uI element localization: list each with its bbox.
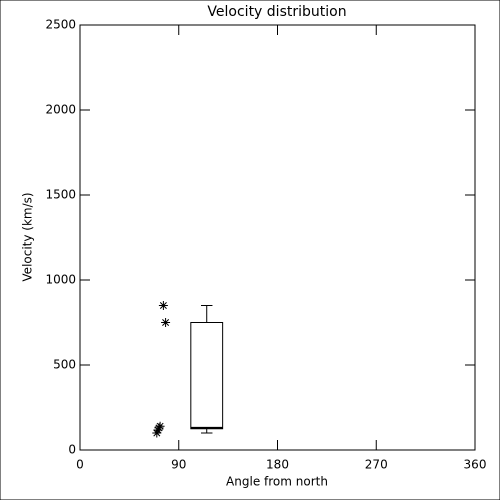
y-tick-label: 2000 bbox=[45, 103, 76, 117]
y-tick-label: 500 bbox=[53, 358, 76, 372]
x-tick-label: 0 bbox=[76, 458, 84, 472]
x-tick-label: 90 bbox=[171, 458, 186, 472]
x-tick-label: 270 bbox=[365, 458, 388, 472]
x-axis-label: Angle from north bbox=[226, 475, 328, 489]
asterisk-point bbox=[152, 428, 162, 438]
asterisk-point bbox=[158, 301, 168, 310]
x-tick-label: 180 bbox=[266, 458, 289, 472]
asterisk-point bbox=[153, 425, 163, 435]
y-tick-label: 2500 bbox=[45, 18, 76, 32]
y-axis-label: Velocity (km/s) bbox=[21, 192, 35, 281]
asterisk-point bbox=[155, 421, 165, 431]
y-tick-label: 1500 bbox=[45, 188, 76, 202]
asterisk-point bbox=[161, 318, 171, 327]
y-tick-label: 0 bbox=[68, 443, 76, 457]
x-tick-label: 360 bbox=[464, 458, 487, 472]
y-tick-label: 1000 bbox=[45, 273, 76, 287]
chart-title: Velocity distribution bbox=[207, 4, 346, 20]
